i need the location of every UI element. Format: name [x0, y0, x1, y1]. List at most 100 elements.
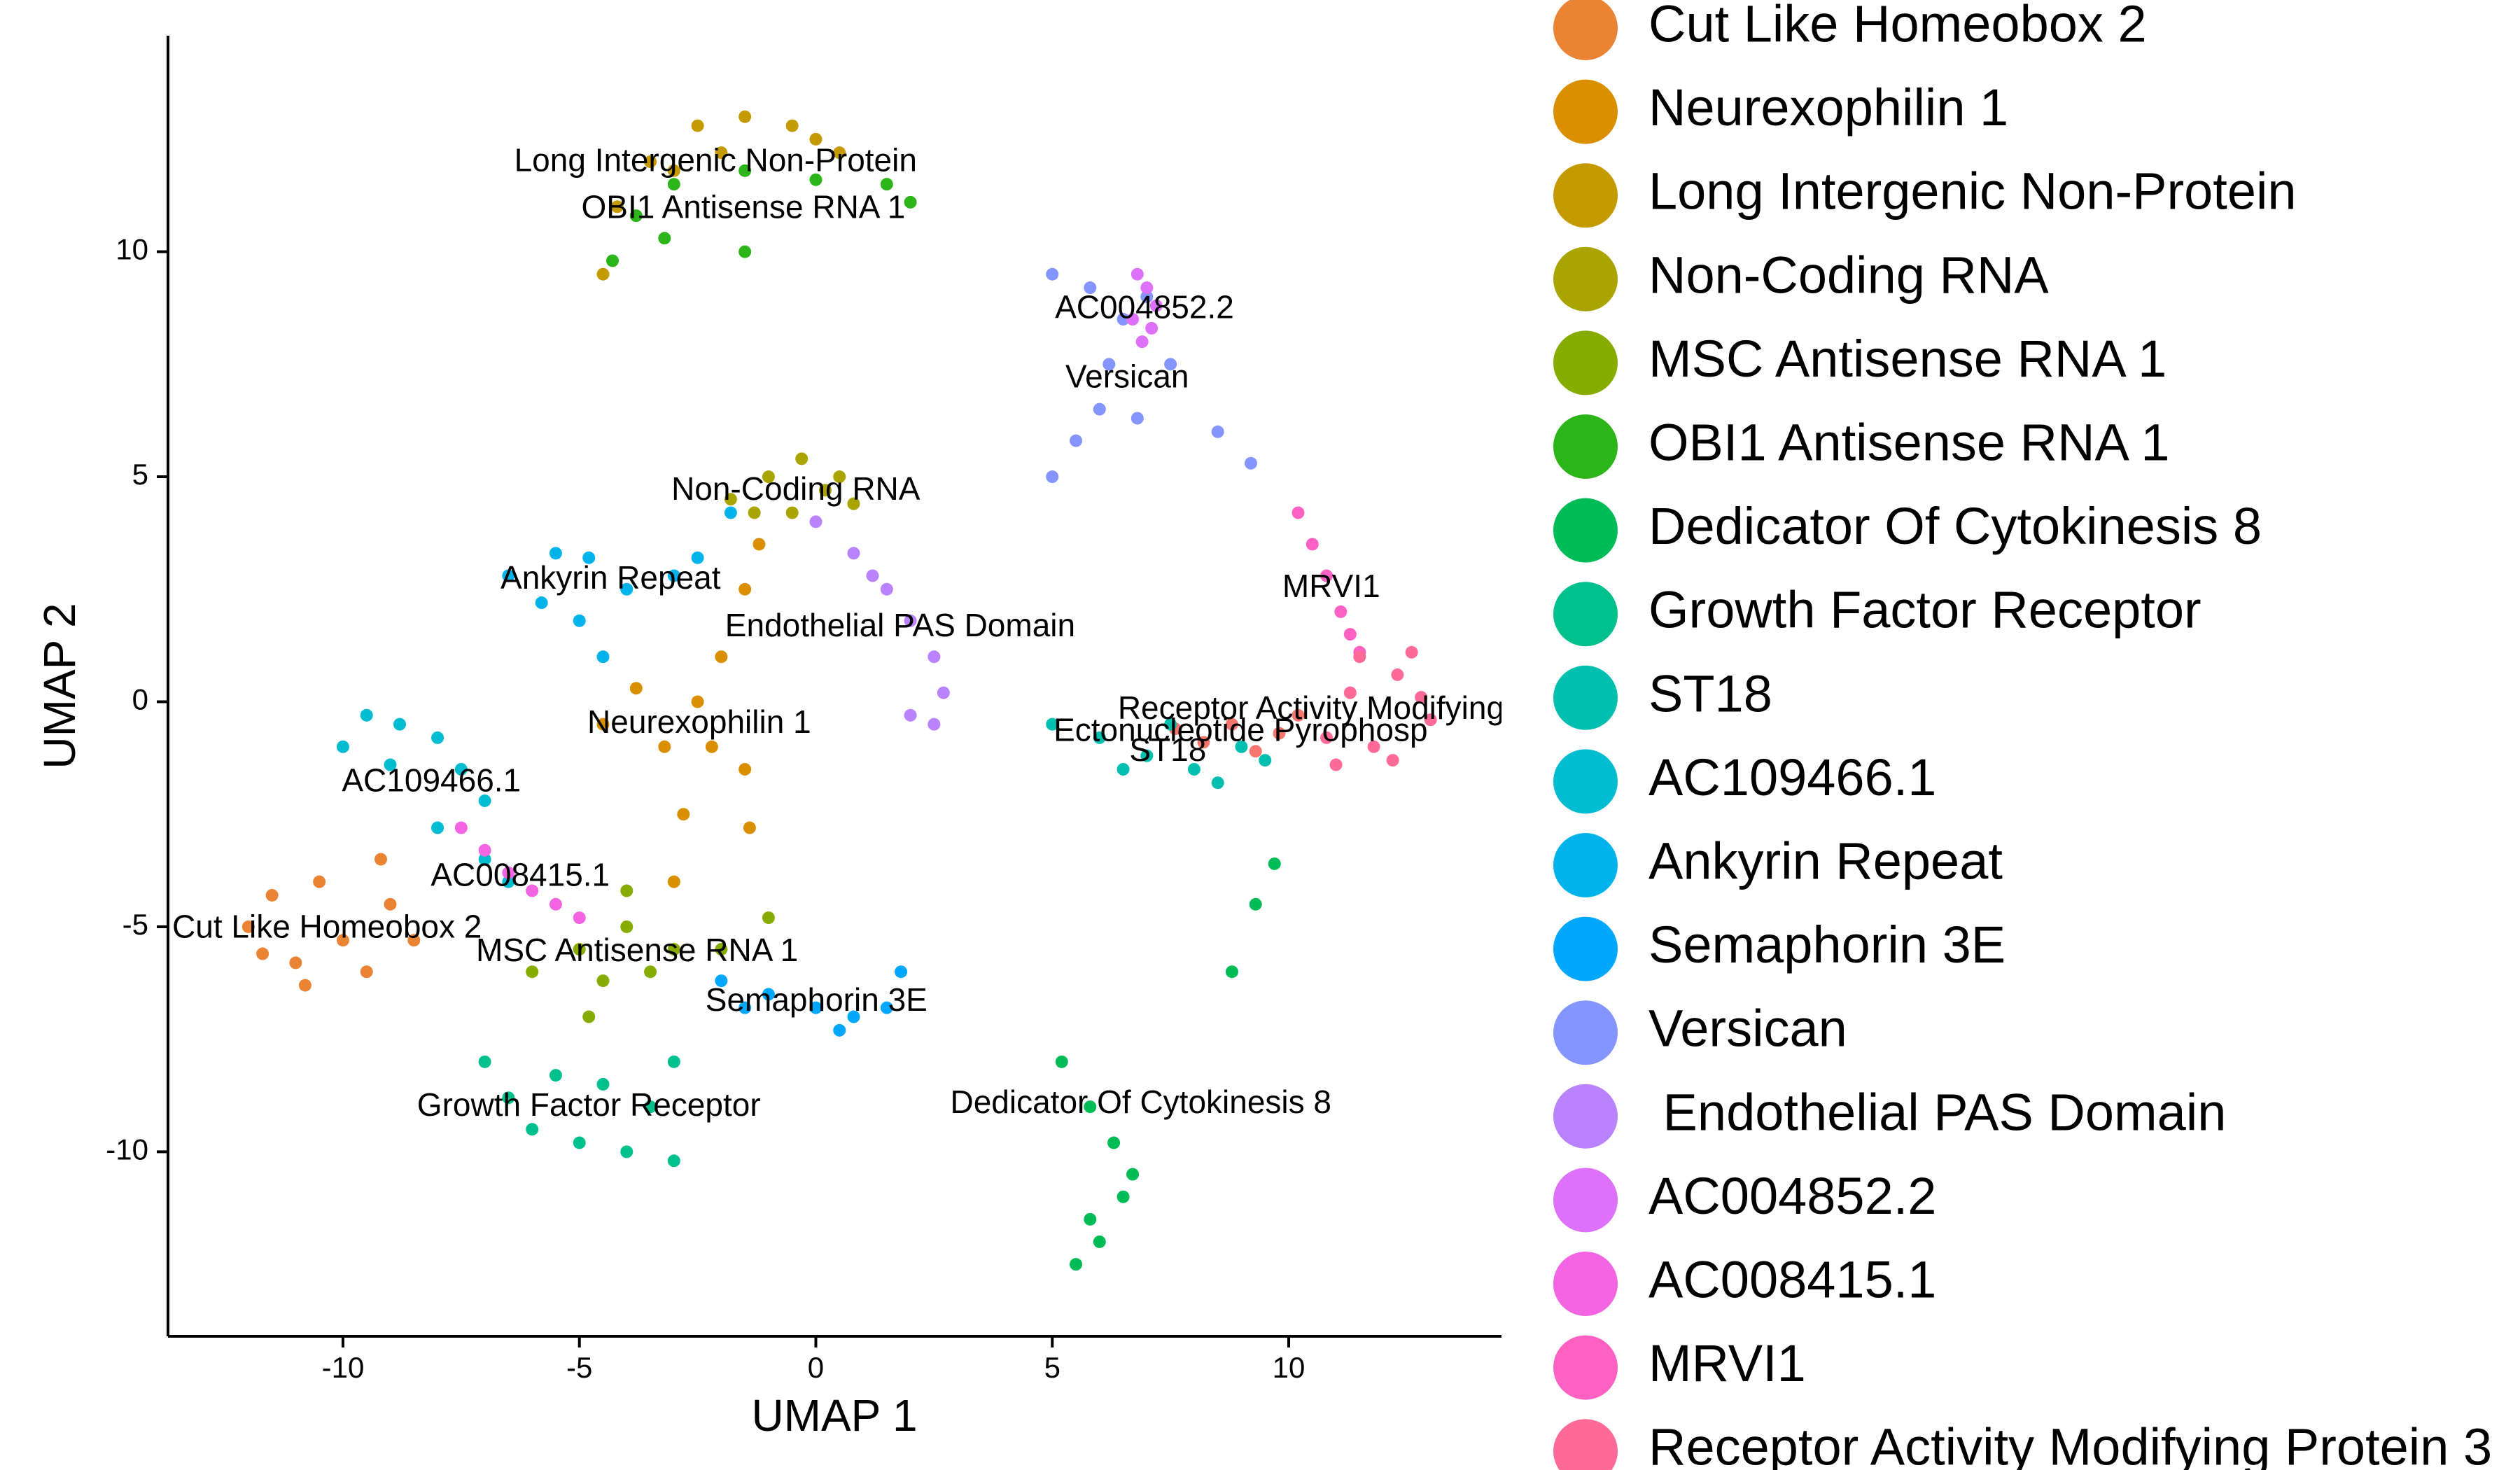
- cluster-label: ST18: [1129, 732, 1206, 768]
- legend-swatch: [1553, 246, 1618, 312]
- point: [1197, 736, 1210, 749]
- point: [629, 682, 643, 695]
- cluster-label: Long Intergenic Non-Protein: [514, 141, 917, 178]
- point: [880, 1001, 893, 1014]
- plot-area: [241, 110, 1437, 1271]
- point: [658, 232, 671, 245]
- point: [658, 740, 671, 753]
- point: [880, 582, 893, 596]
- point: [265, 888, 279, 902]
- point: [1329, 758, 1343, 771]
- point: [1084, 1212, 1097, 1226]
- point: [785, 506, 799, 519]
- point: [502, 875, 515, 888]
- cluster-label: Non-Coding RNA: [671, 470, 920, 507]
- legend-swatch: [1553, 330, 1618, 396]
- point: [667, 1055, 680, 1068]
- legend-swatch: [1553, 582, 1618, 647]
- legend-swatch: [1553, 414, 1618, 479]
- point: [1211, 425, 1224, 438]
- y-tick-label: 5: [132, 458, 148, 491]
- x-tick-label: 0: [808, 1351, 824, 1384]
- legend-swatch: [1553, 665, 1618, 730]
- cluster-label: Endothelial PAS Domain: [716, 607, 1075, 643]
- point: [738, 582, 752, 596]
- point: [1093, 731, 1106, 744]
- y-tick-label: 0: [132, 683, 148, 716]
- point: [374, 853, 387, 866]
- point: [833, 1023, 846, 1037]
- point: [1306, 538, 1319, 551]
- point: [1093, 402, 1106, 416]
- point: [1164, 718, 1177, 731]
- legend-swatch: [1553, 498, 1618, 563]
- point: [847, 1010, 860, 1023]
- point: [606, 254, 619, 267]
- point: [596, 718, 610, 731]
- point: [904, 708, 917, 722]
- x-tick-label: 10: [1273, 1351, 1306, 1384]
- point: [454, 762, 468, 776]
- legend-label: AC004852.2: [1648, 1167, 1936, 1225]
- cluster-label: AC008415.1: [430, 856, 610, 892]
- x-tick-label: -5: [566, 1351, 592, 1384]
- point: [762, 911, 775, 925]
- point: [1116, 762, 1130, 776]
- point: [1391, 668, 1404, 681]
- legend-label: Cut Like Homeobox 2: [1648, 0, 2147, 53]
- legend-label: Receptor Activity Modifying Protein 3: [1648, 1418, 2492, 1470]
- point: [748, 506, 761, 519]
- point: [866, 569, 879, 582]
- point: [667, 164, 680, 177]
- y-tick-label: -5: [122, 908, 148, 941]
- legend-swatch: [1553, 1000, 1618, 1065]
- point: [880, 178, 893, 191]
- point: [1084, 281, 1097, 295]
- point: [256, 947, 270, 960]
- cluster-label: Versican: [1065, 358, 1189, 394]
- point: [549, 1069, 562, 1082]
- point: [1140, 281, 1154, 295]
- point: [573, 943, 586, 956]
- point: [573, 911, 586, 925]
- cluster-label: Cut Like Homeobox 2: [172, 909, 482, 945]
- point: [904, 614, 917, 627]
- point: [1292, 506, 1305, 519]
- legend-swatch: [1553, 1419, 1618, 1470]
- cluster-label: Dedicator Of Cytokinesis 8: [950, 1084, 1331, 1120]
- point: [1140, 290, 1154, 303]
- point: [762, 988, 775, 1001]
- point: [762, 470, 775, 484]
- point: [502, 1091, 515, 1105]
- point: [691, 119, 704, 132]
- point: [573, 1136, 586, 1149]
- point: [1130, 412, 1144, 425]
- point: [407, 934, 421, 947]
- legend-swatch: [1553, 163, 1618, 228]
- point: [847, 547, 860, 560]
- point: [847, 497, 860, 510]
- point: [667, 943, 680, 956]
- point: [620, 1145, 634, 1158]
- point: [1140, 749, 1154, 762]
- legend-label: Dedicator Of Cytokinesis 8: [1648, 497, 2262, 555]
- point: [336, 934, 349, 947]
- cluster-label: AC109466.1: [342, 762, 521, 798]
- legend-swatch: [1553, 833, 1618, 897]
- point: [785, 119, 799, 132]
- point: [454, 821, 468, 834]
- legend-swatch: [1553, 1335, 1618, 1400]
- point: [360, 965, 373, 979]
- point: [1149, 299, 1163, 312]
- legend-swatch: [1553, 916, 1618, 981]
- point: [289, 956, 302, 969]
- point: [833, 470, 846, 484]
- point: [526, 965, 539, 979]
- point: [241, 920, 255, 933]
- point: [596, 974, 610, 988]
- legend-label: Neurexophilin 1: [1648, 78, 2008, 136]
- point: [644, 1100, 657, 1114]
- cluster-label: Semaphorin 3E: [706, 981, 927, 1018]
- legend-label: Endothelial PAS Domain: [1648, 1083, 2226, 1141]
- point: [535, 596, 548, 610]
